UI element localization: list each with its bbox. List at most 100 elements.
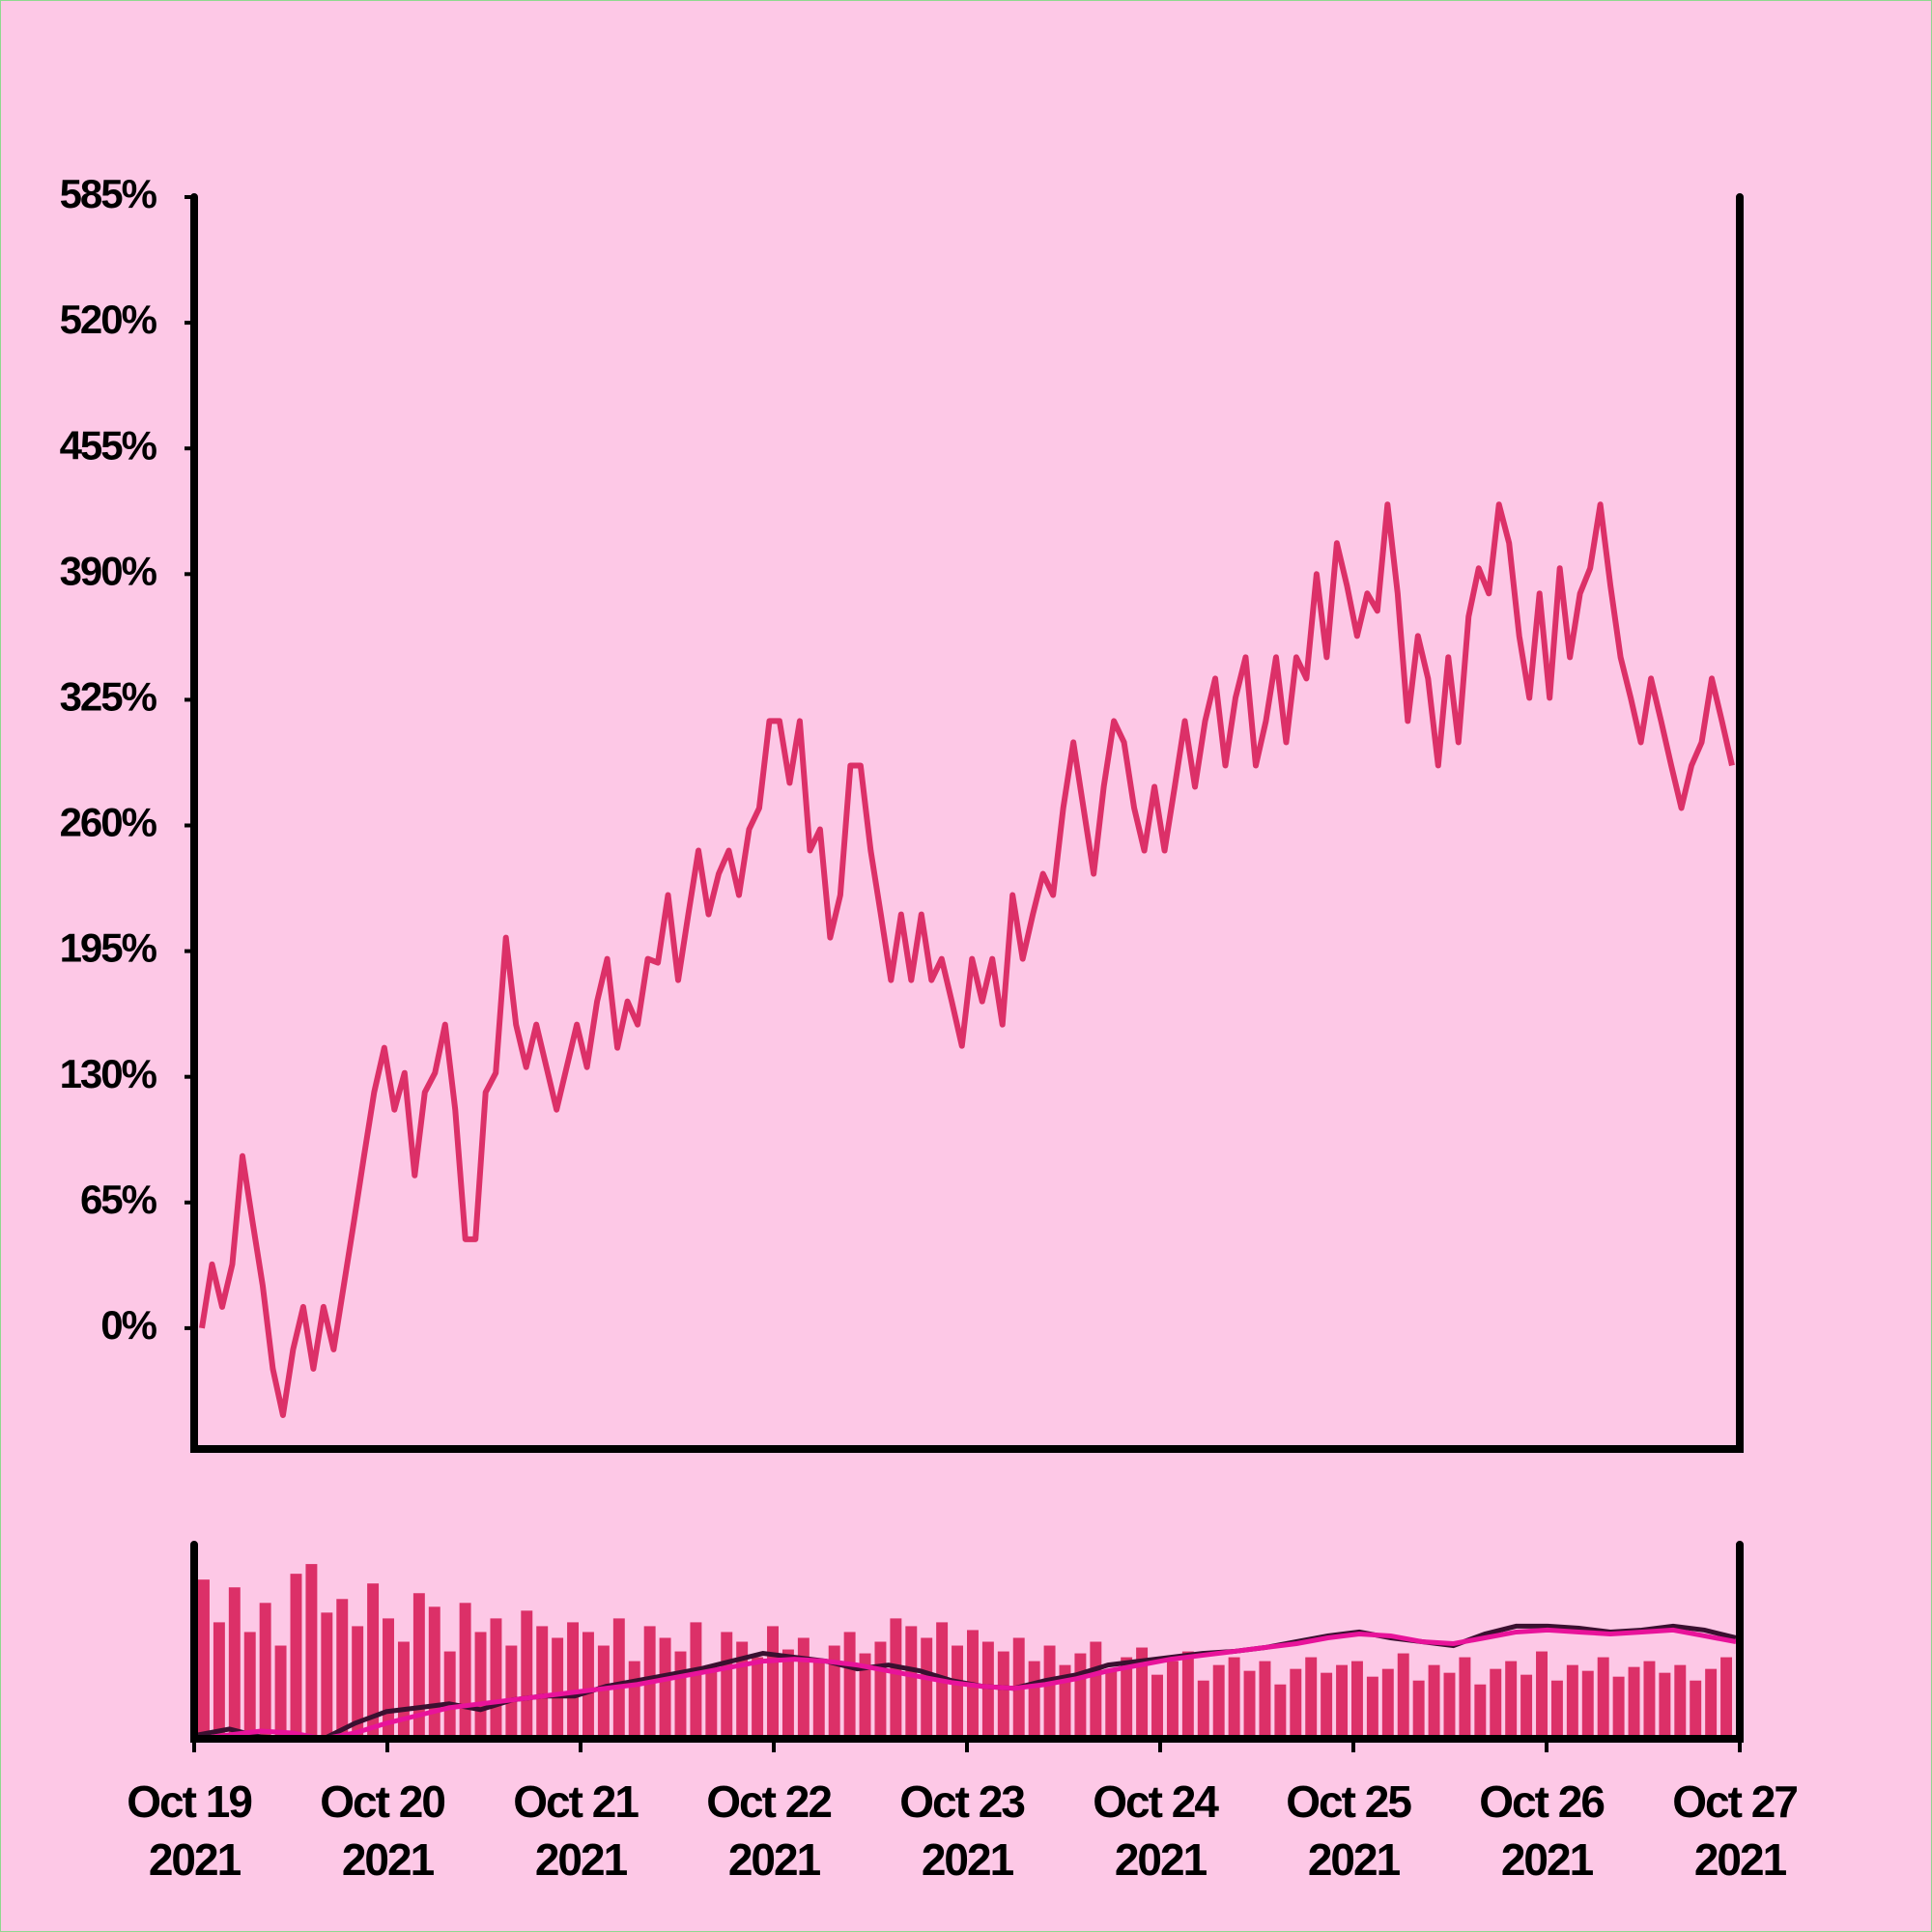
volume-bar [874,1641,887,1739]
volume-bar [1505,1661,1518,1739]
x-tick-label: Oct 23 2021 [899,1776,1034,1885]
x-tick-label: Oct 21 2021 [513,1776,647,1885]
x-tick-label: Oct 22 2021 [706,1776,840,1885]
y-tick-label: 325% [60,673,157,719]
volume-bar [1581,1670,1594,1739]
volume-bar [1381,1668,1394,1739]
volume-bar [1412,1680,1425,1739]
y-tick-label: 455% [60,422,157,468]
volume-bar [367,1583,380,1739]
volume-bar [1550,1680,1563,1739]
volume-bar [628,1661,640,1739]
volume-bar [812,1661,825,1739]
volume-bar [1705,1668,1718,1739]
volume-bar [567,1622,580,1739]
volume-bar [1121,1657,1133,1739]
volume-bar [1643,1661,1656,1739]
volume-bar [736,1641,749,1739]
volume-bar [228,1587,241,1739]
volume-bar [1443,1672,1456,1739]
volume-bar [1351,1661,1363,1739]
volume-bar [1690,1680,1702,1739]
volume-bar [843,1632,856,1739]
volume-bar [1181,1651,1194,1739]
volume-bar [1228,1657,1240,1739]
volume-bar [352,1626,364,1739]
volume-bar [767,1626,779,1739]
volume-bar [952,1645,964,1739]
volume-bar [1212,1664,1225,1739]
volume-bar [198,1579,210,1739]
volume-bar [1366,1676,1378,1739]
volume-bar [1659,1672,1671,1739]
volume-bar [674,1651,687,1739]
volume-bar [1428,1664,1440,1739]
volume-bar [659,1637,671,1739]
axis-frame [190,193,1744,1453]
volume-bar [1074,1653,1087,1739]
volume-bar [997,1651,1009,1739]
y-tick-label: 0% [100,1302,156,1348]
volume-bar [859,1653,871,1739]
volume-bar [552,1637,564,1739]
y-tick-label: 520% [60,297,157,342]
volume-bar [781,1649,794,1739]
volume-bar [1043,1645,1056,1739]
y-tick-label: 130% [60,1051,157,1096]
axis-frame [190,1541,1744,1743]
volume-bar [1305,1657,1318,1739]
volume-bar [321,1612,333,1739]
volume-bar [1090,1641,1102,1739]
volume-bar [1259,1661,1271,1739]
volume-bar [1597,1657,1609,1739]
moving-average [197,1627,1737,1742]
volume-bar [1612,1676,1625,1739]
volume-bar [1243,1670,1256,1739]
volume-bar [1520,1674,1533,1739]
volume-bar [490,1618,502,1739]
volume-bar [397,1641,410,1739]
volume-bar [1290,1668,1302,1739]
volume-bar [1105,1668,1118,1739]
volume-bar [1536,1651,1548,1739]
volume-bar [1474,1684,1487,1739]
volume-bar [705,1664,718,1739]
volume-bar [582,1632,594,1739]
volume-bar [1059,1664,1071,1739]
volume-bar [1720,1657,1733,1739]
volume-bar [612,1618,625,1739]
volume-bar [1197,1680,1209,1739]
volume-bar [1151,1674,1163,1739]
volume-bar [505,1645,518,1739]
volume-bar [259,1603,271,1739]
volume-bar [981,1641,994,1739]
volume-bar [290,1574,302,1739]
volume-bar [428,1606,440,1739]
volume-bar [828,1645,840,1739]
volume-bar [459,1603,471,1739]
volume-bar [336,1599,349,1739]
volume-bar [1397,1653,1409,1739]
volume-bar [721,1632,733,1739]
volume-bar [1628,1666,1640,1739]
volume-bar [597,1645,610,1739]
volume-bar [1490,1668,1502,1739]
y-tick-label: 585% [60,171,157,216]
volume-bar [412,1593,425,1739]
x-tick-label: Oct 27 2021 [1672,1776,1806,1885]
x-tick-label: Oct 19 2021 [127,1776,261,1885]
volume-bar [521,1610,533,1739]
volume-bar [1028,1661,1040,1739]
volume-bar [890,1618,902,1739]
volume-bar [1166,1661,1179,1739]
y-tick-label: 390% [60,548,157,593]
volume-bar [690,1622,702,1739]
x-tick-label: Oct 25 2021 [1286,1776,1420,1885]
volume-bar [1674,1664,1687,1739]
volume-bar [1566,1664,1578,1739]
volume-bar [1321,1672,1333,1739]
x-tick-label: Oct 26 2021 [1479,1776,1613,1885]
volume-bar [243,1632,256,1739]
x-tick-label: Oct 20 2021 [320,1776,454,1885]
